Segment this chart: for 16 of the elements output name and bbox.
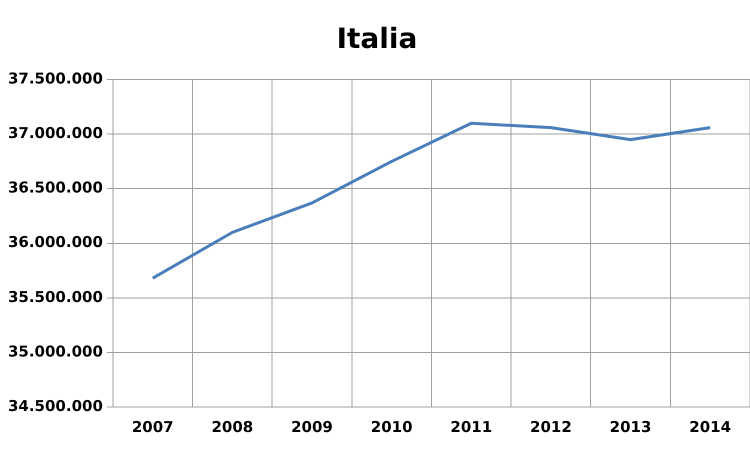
x-tick-label: 2014 [689, 418, 732, 436]
y-tick-label: 35.000.000 [8, 342, 103, 360]
chart-title: Italia [336, 22, 418, 56]
x-tick-label: 2012 [530, 418, 572, 436]
x-tick-label: 2007 [132, 418, 174, 436]
x-tick-label: 2008 [211, 418, 254, 436]
x-tick-label: 2011 [450, 418, 492, 436]
x-tick-label: 2013 [610, 418, 652, 436]
y-tick-label: 36.500.000 [8, 178, 103, 197]
y-tick-label: 36.000.000 [8, 233, 103, 252]
x-tick-label: 2009 [291, 418, 333, 436]
y-tick-label: 35.500.000 [8, 288, 103, 306]
y-tick-label: 37.500.000 [8, 69, 103, 88]
y-tick-label: 34.500.000 [8, 396, 103, 415]
y-tick-label: 37.000.000 [8, 124, 103, 142]
x-tick-label: 2010 [370, 418, 412, 436]
